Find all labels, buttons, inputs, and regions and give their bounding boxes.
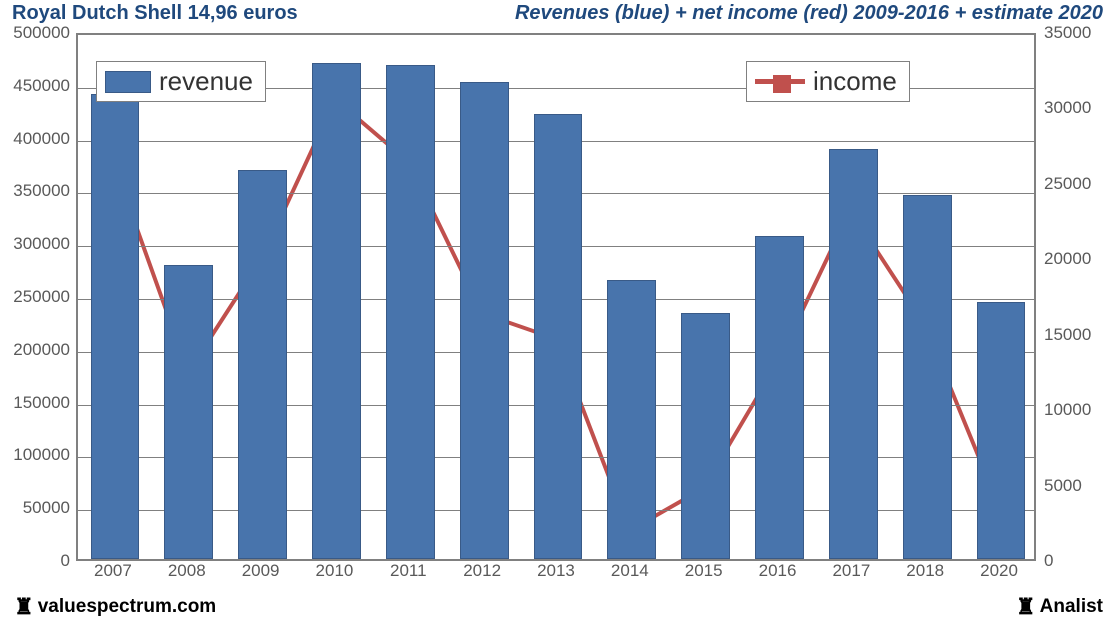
legend-revenue-swatch bbox=[105, 71, 151, 93]
footer-right: ♜Analist bbox=[1016, 592, 1103, 618]
y-right-tick: 35000 bbox=[1044, 23, 1108, 43]
title-bar: Royal Dutch Shell 14,96 euros Revenues (… bbox=[0, 0, 1111, 27]
y-left-tick: 350000 bbox=[6, 181, 70, 201]
x-tick: 2015 bbox=[667, 561, 741, 581]
y-left-tick: 250000 bbox=[6, 287, 70, 307]
legend-income-label: income bbox=[813, 66, 897, 97]
y-right-tick: 5000 bbox=[1044, 476, 1108, 496]
y-left-tick: 100000 bbox=[6, 445, 70, 465]
footer-right-text: Analist bbox=[1040, 596, 1103, 617]
title-right: Revenues (blue) + net income (red) 2009-… bbox=[515, 2, 1103, 25]
x-tick: 2013 bbox=[519, 561, 593, 581]
y-left-tick: 400000 bbox=[6, 129, 70, 149]
revenue-bar bbox=[534, 114, 583, 559]
chart-area: revenue income 0 50000 100000 150000 200000 2… bbox=[6, 27, 1104, 594]
x-tick: 2008 bbox=[150, 561, 224, 581]
y-right-tick: 15000 bbox=[1044, 325, 1108, 345]
y-left-tick: 0 bbox=[6, 551, 70, 571]
legend-revenue: revenue bbox=[96, 61, 266, 102]
revenue-bar bbox=[829, 149, 878, 559]
rook-icon: ♜ bbox=[1016, 594, 1036, 619]
x-tick: 2007 bbox=[76, 561, 150, 581]
y-left-tick: 150000 bbox=[6, 393, 70, 413]
x-tick: 2018 bbox=[888, 561, 962, 581]
x-tick: 2009 bbox=[224, 561, 298, 581]
legend-revenue-label: revenue bbox=[159, 66, 253, 97]
y-right-tick: 25000 bbox=[1044, 174, 1108, 194]
revenue-bar bbox=[386, 65, 435, 559]
y-right-tick: 20000 bbox=[1044, 249, 1108, 269]
footer: ♜valuespectrum.com ♜Analist bbox=[0, 592, 1111, 618]
y-left-tick: 200000 bbox=[6, 340, 70, 360]
x-tick: 2016 bbox=[741, 561, 815, 581]
x-tick: 2010 bbox=[298, 561, 372, 581]
revenue-bar bbox=[238, 170, 287, 559]
x-tick: 2020 bbox=[962, 561, 1036, 581]
y-left-tick: 500000 bbox=[6, 23, 70, 43]
x-tick: 2014 bbox=[593, 561, 667, 581]
revenue-bar bbox=[681, 313, 730, 559]
title-left: Royal Dutch Shell 14,96 euros bbox=[12, 2, 298, 25]
y-right-tick: 30000 bbox=[1044, 98, 1108, 118]
x-tick: 2012 bbox=[445, 561, 519, 581]
y-left-tick: 50000 bbox=[6, 498, 70, 518]
revenue-bar bbox=[460, 82, 509, 559]
plot-area bbox=[76, 33, 1036, 561]
revenue-bar bbox=[312, 63, 361, 559]
revenue-bar bbox=[903, 195, 952, 559]
y-right-tick: 0 bbox=[1044, 551, 1108, 571]
legend-income-swatch bbox=[755, 79, 805, 84]
y-left-tick: 450000 bbox=[6, 76, 70, 96]
revenue-bar bbox=[164, 265, 213, 559]
x-tick: 2011 bbox=[371, 561, 445, 581]
y-left-tick: 300000 bbox=[6, 234, 70, 254]
y-right-tick: 10000 bbox=[1044, 400, 1108, 420]
revenue-bar bbox=[977, 302, 1026, 559]
revenue-bar bbox=[607, 280, 656, 559]
revenue-bar bbox=[755, 236, 804, 559]
revenue-bar bbox=[91, 94, 140, 559]
legend-income: income bbox=[746, 61, 910, 102]
x-tick: 2017 bbox=[814, 561, 888, 581]
rook-icon: ♜ bbox=[14, 594, 34, 619]
footer-left-text: valuespectrum.com bbox=[38, 596, 216, 617]
footer-left: ♜valuespectrum.com bbox=[14, 592, 216, 618]
